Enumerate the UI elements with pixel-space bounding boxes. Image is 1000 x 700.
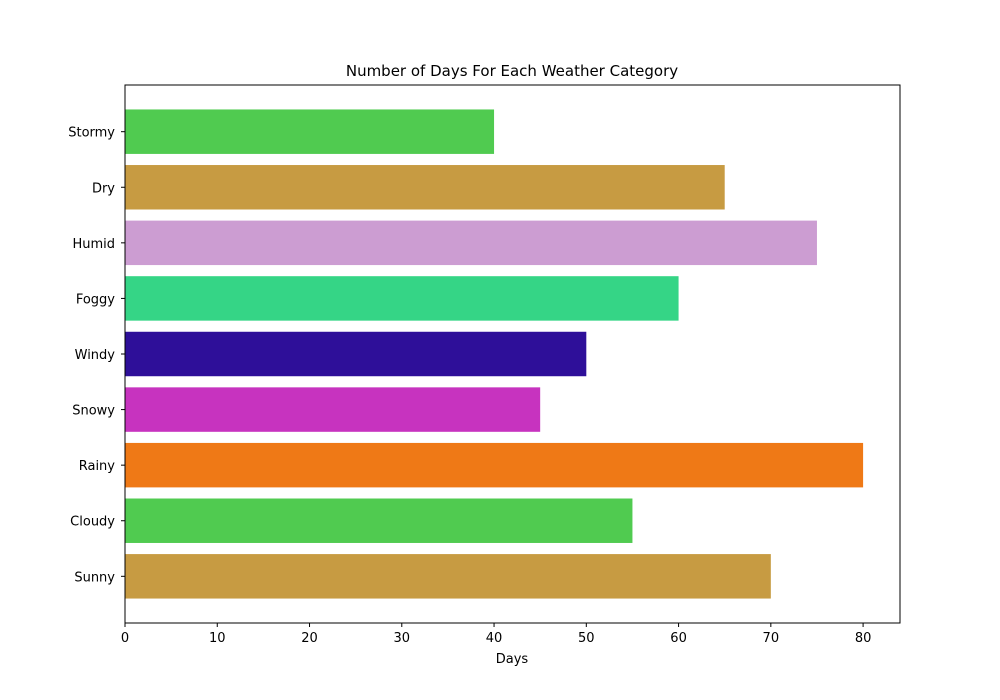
bars-group: [125, 109, 864, 599]
y-tick-label: Sunny: [74, 570, 115, 585]
bar-cloudy: [125, 498, 633, 543]
x-axis-label: Days: [496, 652, 529, 667]
x-tick-label: 20: [301, 631, 318, 646]
bar-humid: [125, 220, 817, 266]
x-tick-label: 70: [763, 631, 780, 646]
bar-sunny: [125, 554, 771, 599]
y-tick-label: Dry: [92, 181, 115, 196]
x-tick-label: 80: [855, 631, 872, 646]
y-tick-label: Humid: [72, 237, 115, 252]
bar-snowy: [125, 387, 541, 432]
x-tick-label: 60: [670, 631, 687, 646]
x-tick-label: 40: [486, 631, 503, 646]
y-axis: Sunny Cloudy Rainy Snowy Windy Foggy Humid Dry S…: [68, 126, 125, 585]
y-tick-label: Snowy: [72, 404, 115, 419]
bar-foggy: [125, 276, 679, 321]
plot-frame: [124, 84, 901, 624]
bar-windy: [125, 331, 587, 377]
x-tick-label: 0: [121, 631, 129, 646]
x-tick-label: 10: [209, 631, 226, 646]
x-tick-label: 50: [578, 631, 595, 646]
bar-rainy: [125, 442, 864, 488]
y-tick-label: Rainy: [79, 459, 116, 474]
bar-dry: [125, 165, 725, 210]
y-tick-label: Cloudy: [70, 515, 115, 530]
y-tick-label: Stormy: [68, 126, 115, 141]
x-axis: 0 10 20 30 40 50 60 70 80: [121, 623, 872, 646]
x-tick-label: 30: [394, 631, 411, 646]
chart-title: Number of Days For Each Weather Category: [346, 62, 678, 80]
y-tick-label: Foggy: [76, 292, 115, 307]
y-tick-label: Windy: [75, 348, 116, 363]
bar-stormy: [125, 109, 495, 154]
